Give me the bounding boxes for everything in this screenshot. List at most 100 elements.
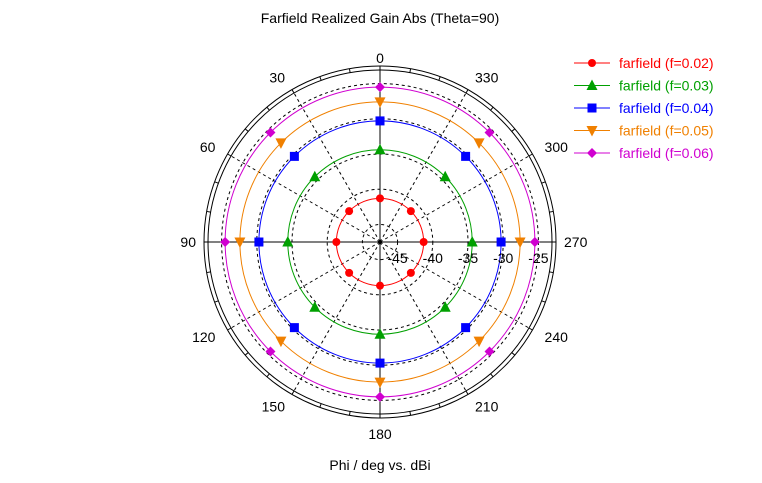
outer-tick	[490, 373, 494, 378]
angle-tick-label: 300	[545, 139, 569, 155]
data-point	[529, 237, 540, 247]
data-point	[254, 237, 264, 247]
legend-marker	[586, 79, 598, 90]
outer-tick	[438, 76, 441, 81]
data-point	[345, 268, 354, 277]
data-point	[375, 82, 385, 93]
series-1	[332, 194, 428, 290]
data-point	[484, 127, 495, 138]
legend-item: farfield (f=0.04)	[574, 100, 714, 116]
angle-tick-label: 0	[376, 50, 384, 66]
series-2	[282, 143, 478, 339]
angle-tick-labels: 0 330 300 270 240 210 180 150 120 90 60 30	[180, 50, 587, 442]
outer-tick	[244, 352, 249, 356]
legend-label: farfield (f=0.05)	[619, 123, 714, 139]
spoke-line	[379, 155, 530, 243]
spoke-line	[293, 241, 381, 392]
data-point	[406, 268, 415, 277]
outer-tick	[528, 153, 533, 157]
spoke-line	[379, 241, 467, 392]
outer-tick	[291, 390, 295, 395]
data-point	[439, 170, 451, 182]
outer-tick	[227, 327, 232, 331]
data-point	[289, 323, 299, 333]
legend-marker	[586, 126, 598, 137]
spoke-line	[379, 92, 467, 243]
data-point	[376, 194, 384, 203]
outer-tick	[227, 153, 232, 157]
angle-tick-label: 330	[475, 69, 499, 85]
data-point	[375, 116, 385, 126]
data-point	[375, 391, 385, 402]
data-point	[514, 237, 526, 248]
chart-title: Farfield Realized Gain Abs (Theta=90)	[261, 10, 500, 26]
angle-tick-label: 60	[200, 139, 216, 155]
legend-label: farfield (f=0.03)	[619, 78, 714, 94]
data-point	[275, 138, 287, 149]
legend-item: farfield (f=0.03)	[574, 78, 714, 94]
outer-tick	[206, 210, 211, 213]
radial-tick-labels: -45 -40 -35 -30 -25	[387, 250, 548, 266]
data-point	[374, 377, 386, 389]
outer-tick	[465, 390, 469, 395]
outer-tick	[549, 271, 554, 274]
radial-tick-label: -35	[458, 250, 478, 266]
outer-tick	[266, 373, 270, 378]
data-point	[275, 336, 287, 348]
spoke-line	[230, 241, 381, 329]
angle-tick-label: 120	[192, 329, 216, 345]
legend-item: farfield (f=0.02)	[574, 55, 714, 71]
outer-tick	[511, 352, 516, 356]
data-point	[461, 151, 471, 161]
data-point	[374, 97, 386, 108]
data-point	[332, 238, 341, 246]
legend-marker	[587, 103, 597, 113]
series-5	[220, 82, 540, 402]
legend-label: farfield (f=0.02)	[619, 55, 714, 71]
data-point	[461, 323, 471, 333]
outer-tick	[348, 68, 351, 73]
legend-marker	[587, 148, 597, 158]
outer-tick	[319, 76, 322, 81]
data-point	[473, 138, 485, 149]
outer-tick	[409, 411, 412, 416]
outer-tick	[549, 210, 554, 213]
radial-tick-label: -25	[528, 250, 548, 266]
legend-item: farfield (f=0.06)	[574, 145, 714, 161]
data-point	[496, 237, 506, 247]
series-4	[234, 97, 526, 389]
data-point	[345, 207, 354, 216]
data-point	[466, 236, 478, 247]
angle-tick-label: 240	[545, 329, 569, 345]
angle-tick-label: 30	[269, 69, 285, 85]
outer-tick	[319, 403, 322, 408]
legend-label: farfield (f=0.06)	[619, 145, 714, 161]
data-point	[265, 127, 276, 138]
spoke-line	[293, 92, 381, 243]
data-point	[439, 301, 451, 312]
radial-tick-label: -45	[387, 250, 407, 266]
outer-tick	[541, 300, 546, 303]
outer-tick	[214, 181, 219, 184]
data-point	[374, 143, 386, 155]
data-point	[419, 238, 428, 246]
outer-tick	[348, 411, 351, 416]
outer-tick	[266, 106, 270, 111]
angle-tick-label: 210	[475, 399, 499, 415]
data-point	[265, 346, 276, 357]
spoke-line	[379, 241, 530, 329]
data-point	[484, 346, 495, 357]
outer-tick	[244, 128, 249, 132]
data-point	[282, 236, 294, 247]
data-point	[374, 328, 386, 339]
outer-tick	[541, 181, 546, 184]
data-point	[289, 151, 299, 161]
x-axis-label: Phi / deg vs. dBi	[329, 457, 430, 473]
outer-tick	[291, 89, 295, 94]
data-point	[220, 237, 231, 247]
outer-tick	[206, 271, 211, 274]
outer-tick	[409, 68, 412, 73]
legend-marker	[588, 59, 596, 67]
data-point	[234, 237, 246, 248]
